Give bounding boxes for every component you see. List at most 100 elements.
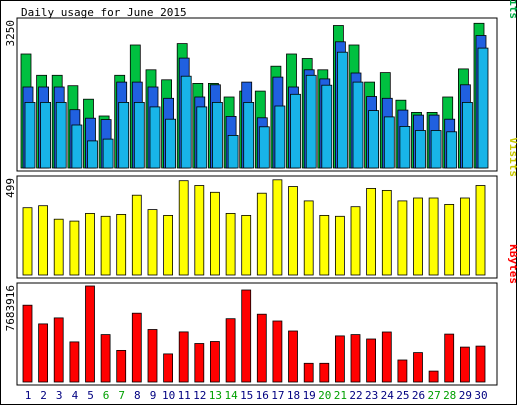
hits-pages-bar-24 bbox=[383, 116, 395, 169]
visits-visits-bar-2 bbox=[38, 205, 48, 276]
visits-visits-bar-10 bbox=[163, 214, 174, 276]
hits-pages-bar-19 bbox=[305, 74, 317, 169]
hits-pages-bar-5 bbox=[87, 140, 98, 169]
chart-title: Daily usage for June 2015 bbox=[21, 6, 187, 19]
kbytes-kbytes-bar-3 bbox=[53, 317, 64, 383]
hits-pages-bar-27 bbox=[430, 130, 442, 169]
visits-visits-bar-25 bbox=[397, 200, 408, 276]
kbytes-legend: KBytes bbox=[507, 244, 517, 284]
kbytes-kbytes-bar-13 bbox=[209, 341, 220, 383]
hits-legend: Pages/Files/Hits bbox=[507, 0, 517, 19]
visits-visits-bar-23 bbox=[366, 187, 377, 276]
hits-pages-bar-28 bbox=[446, 131, 458, 169]
visits-visits-bar-3 bbox=[53, 218, 64, 276]
visits-visits-bar-19 bbox=[303, 200, 314, 276]
kbytes-kbytes-bar-4 bbox=[69, 341, 80, 383]
day-label-15: 15 bbox=[240, 389, 253, 402]
hits-pages-bar-21 bbox=[336, 51, 348, 169]
kbytes-kbytes-bar-26 bbox=[413, 352, 423, 383]
visits-visits-bar-17 bbox=[272, 179, 283, 276]
day-label-10: 10 bbox=[162, 389, 175, 402]
visits-ytick-label: 499 bbox=[4, 178, 17, 198]
hits-legend-part: Hits bbox=[507, 0, 517, 19]
kbytes-kbytes-bar-16 bbox=[256, 313, 267, 383]
day-label-19: 19 bbox=[303, 389, 316, 402]
hits-pages-bar-23 bbox=[368, 110, 380, 169]
hits-pages-bar-15 bbox=[243, 102, 255, 169]
visits-visits-bar-5 bbox=[85, 212, 95, 276]
hits-pages-bar-29 bbox=[461, 102, 473, 169]
hits-pages-bar-13 bbox=[211, 102, 223, 169]
visits-visits-bar-6 bbox=[100, 215, 111, 276]
day-label-7: 7 bbox=[118, 389, 125, 402]
hits-pages-bar-14 bbox=[227, 134, 239, 169]
kbytes-kbytes-bar-7 bbox=[116, 349, 127, 383]
kbytes-kbytes-bar-25 bbox=[397, 359, 408, 383]
day-label-21: 21 bbox=[334, 389, 347, 402]
visits-visits-bar-27 bbox=[428, 197, 439, 276]
day-label-13: 13 bbox=[209, 389, 222, 402]
hits-pages-bar-16 bbox=[258, 126, 270, 169]
kbytes-kbytes-bar-14 bbox=[225, 318, 236, 383]
day-label-23: 23 bbox=[365, 389, 378, 402]
kbytes-kbytes-bar-1 bbox=[22, 304, 33, 383]
kbytes-kbytes-bar-24 bbox=[381, 331, 392, 383]
kbytes-kbytes-bar-22 bbox=[350, 334, 361, 383]
visits-legend-part: Visits bbox=[507, 137, 517, 177]
visits-visits-bar-4 bbox=[69, 220, 80, 276]
kbytes-kbytes-bar-10 bbox=[163, 353, 174, 383]
visits-visits-bar-24 bbox=[381, 189, 392, 276]
kbytes-kbytes-bar-20 bbox=[319, 362, 330, 383]
day-label-2: 2 bbox=[40, 389, 47, 402]
hits-pages-bar-20 bbox=[321, 84, 333, 169]
hits-pages-bar-11 bbox=[180, 75, 192, 169]
visits-visits-bar-9 bbox=[147, 209, 158, 276]
kbytes-legend-part: KBytes bbox=[507, 244, 517, 284]
hits-pages-bar-10 bbox=[165, 118, 177, 169]
day-label-5: 5 bbox=[87, 389, 94, 402]
hits-pages-bar-1 bbox=[24, 102, 36, 169]
day-label-29: 29 bbox=[459, 389, 472, 402]
kbytes-kbytes-bar-28 bbox=[444, 333, 455, 383]
day-label-28: 28 bbox=[443, 389, 456, 402]
day-label-22: 22 bbox=[349, 389, 362, 402]
day-label-20: 20 bbox=[318, 389, 331, 402]
hits-pages-bar-6 bbox=[102, 138, 114, 169]
kbytes-kbytes-bar-15 bbox=[241, 289, 252, 383]
visits-visits-bar-20 bbox=[319, 214, 330, 276]
visits-visits-bar-21 bbox=[334, 215, 345, 276]
hits-pages-bar-4 bbox=[71, 124, 83, 169]
day-label-16: 16 bbox=[256, 389, 269, 402]
hits-pages-bar-22 bbox=[352, 81, 364, 169]
visits-visits-bar-1 bbox=[22, 207, 33, 276]
day-label-18: 18 bbox=[287, 389, 300, 402]
kbytes-kbytes-bar-27 bbox=[428, 370, 439, 383]
kbytes-kbytes-bar-23 bbox=[366, 338, 377, 383]
day-label-3: 3 bbox=[56, 389, 63, 402]
kbytes-kbytes-bar-17 bbox=[272, 320, 283, 383]
visits-visits-bar-18 bbox=[288, 186, 298, 276]
day-label-14: 14 bbox=[224, 389, 238, 402]
hits-pages-bar-3 bbox=[55, 102, 67, 169]
kbytes-kbytes-bar-30 bbox=[475, 345, 486, 383]
hits-pages-bar-2 bbox=[40, 102, 51, 169]
visits-visits-bar-29 bbox=[459, 197, 470, 276]
kbytes-kbytes-bar-29 bbox=[459, 346, 470, 383]
hits-pages-bar-30 bbox=[477, 47, 489, 169]
day-label-8: 8 bbox=[134, 389, 141, 402]
day-label-6: 6 bbox=[103, 389, 110, 402]
day-label-11: 11 bbox=[178, 389, 191, 402]
hits-pages-bar-12 bbox=[196, 106, 208, 169]
kbytes-kbytes-bar-9 bbox=[147, 329, 158, 383]
day-label-30: 30 bbox=[474, 389, 487, 402]
kbytes-kbytes-bar-8 bbox=[131, 312, 142, 383]
visits-visits-bar-8 bbox=[131, 194, 142, 276]
visits-visits-bar-13 bbox=[209, 191, 220, 276]
kbytes-kbytes-bar-12 bbox=[194, 343, 205, 383]
day-label-12: 12 bbox=[193, 389, 206, 402]
visits-visits-bar-7 bbox=[116, 213, 127, 276]
day-label-9: 9 bbox=[150, 389, 157, 402]
hits-pages-bar-8 bbox=[133, 102, 145, 169]
kbytes-kbytes-bar-2 bbox=[38, 323, 48, 383]
